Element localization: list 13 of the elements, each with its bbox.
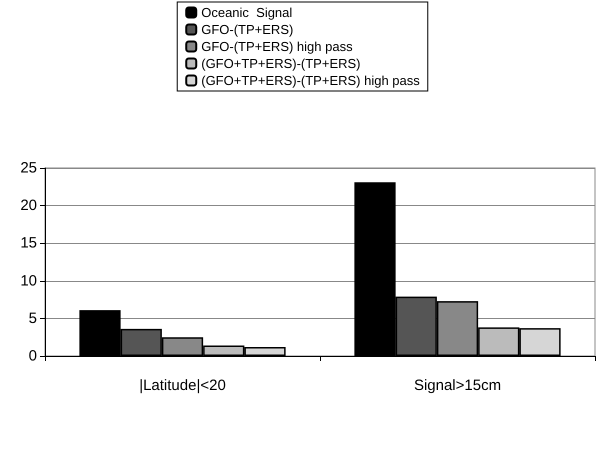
y-tick-label: 10	[20, 272, 37, 290]
x-tick-label: Signal>15cm	[414, 377, 502, 394]
legend-label: GFO-(TP+ERS) high pass	[201, 39, 354, 54]
legend-label: (GFO+TP+ERS)-(TP+ERS)	[201, 56, 361, 71]
x-tick-label: |Latitude|<20	[139, 377, 226, 394]
legend-label: (GFO+TP+ERS)-(TP+ERS) high pass	[201, 73, 420, 88]
y-tick-label: 15	[20, 234, 37, 252]
legend-label: Oceanic Signal	[201, 5, 292, 20]
y-tick-label: 20	[20, 197, 37, 214]
y-tick-label: 0	[28, 348, 37, 364]
y-tick-label: 5	[28, 310, 37, 327]
y-tick-label: 25	[20, 160, 37, 176]
legend-label: GFO-(TP+ERS)	[201, 22, 294, 37]
